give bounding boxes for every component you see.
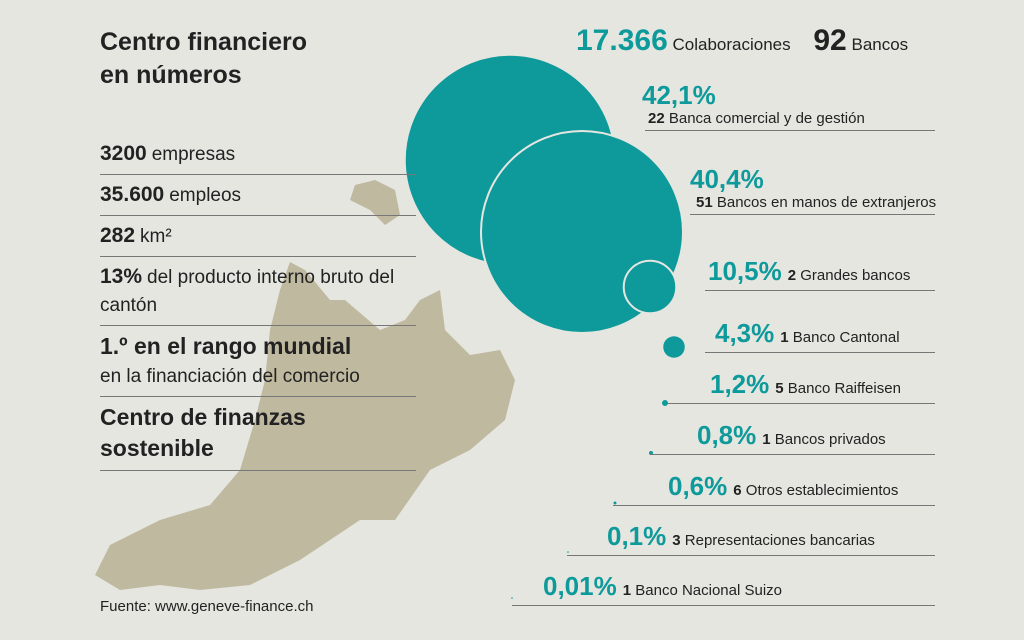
stat: 35.600 empleos bbox=[100, 175, 416, 216]
bank-circle bbox=[511, 597, 513, 599]
bank-count: 3 bbox=[672, 532, 681, 549]
banks-label: Bancos bbox=[851, 35, 909, 54]
bank-row: 40,4% 51 Bancos en manos de extranjeros bbox=[690, 164, 936, 211]
bank-name: Banco Nacional Suizo bbox=[635, 582, 783, 599]
row-line bbox=[613, 505, 935, 506]
title-line: Centro financiero bbox=[100, 28, 307, 56]
bank-desc: 1 Bancos privados bbox=[762, 431, 885, 448]
bank-percent: 0,01% bbox=[543, 571, 617, 601]
bank-count: 1 bbox=[762, 431, 771, 448]
title-line: en números bbox=[100, 61, 242, 89]
banks-total: 92 bbox=[813, 24, 847, 57]
map-enclave bbox=[350, 180, 400, 225]
stat: 1.º en el rango mundial en la financiació… bbox=[100, 326, 416, 397]
map bbox=[95, 262, 515, 590]
bank-circle bbox=[613, 501, 617, 505]
bank-name: Grandes bancos bbox=[800, 267, 911, 284]
stat-text: del producto interno bruto del cantón bbox=[100, 267, 395, 316]
bank-desc: 5 Banco Raiffeisen bbox=[775, 380, 901, 397]
bank-row: 1,2% 5 Banco Raiffeisen bbox=[710, 369, 901, 400]
row-line bbox=[645, 130, 935, 131]
bank-desc: 1 Banco Nacional Suizo bbox=[623, 582, 782, 599]
row-line bbox=[705, 290, 935, 291]
bank-desc: 2 Grandes bancos bbox=[788, 267, 911, 284]
bank-count: 2 bbox=[787, 267, 797, 284]
bank-percent: 10,5% bbox=[708, 256, 782, 286]
row-line bbox=[512, 605, 935, 606]
bank-count: 6 bbox=[733, 482, 742, 499]
bank-count: 1 bbox=[622, 582, 632, 599]
stat-text: km² bbox=[140, 226, 172, 247]
collaborations-label: Colaboraciones bbox=[672, 35, 791, 54]
stat-bold: 1.º en el rango mundial bbox=[100, 333, 352, 359]
bank-circle bbox=[567, 551, 569, 553]
stat: 3200 empresas bbox=[100, 134, 416, 175]
stat-bold: 13% bbox=[100, 265, 143, 288]
stat-text: empresas bbox=[151, 144, 236, 165]
row-line bbox=[567, 555, 935, 556]
row-line bbox=[650, 454, 935, 455]
bank-name: Representaciones bancarias bbox=[684, 532, 875, 549]
bank-row: 10,5% 2 Grandes bancos bbox=[708, 256, 910, 287]
bank-percent: 42,1% bbox=[642, 80, 716, 110]
bank-name: Bancos privados bbox=[774, 431, 886, 448]
bank-percent: 1,2% bbox=[710, 369, 770, 399]
row-line bbox=[690, 214, 935, 215]
bank-name: Banco Cantonal bbox=[792, 329, 900, 346]
bank-circle bbox=[663, 336, 685, 358]
row-line bbox=[705, 352, 935, 353]
stat-bold: 3200 bbox=[100, 142, 147, 165]
bank-count: 51 bbox=[696, 194, 713, 211]
stat-text: empleos bbox=[169, 185, 242, 206]
bank-desc: 3 Representaciones bancarias bbox=[672, 532, 875, 549]
bank-count: 22 bbox=[648, 110, 665, 127]
stat: 13% del producto interno bruto del cantón bbox=[100, 257, 416, 326]
bank-percent: 40,4% bbox=[690, 164, 764, 194]
bank-percent: 0,1% bbox=[607, 521, 667, 551]
bank-count: 5 bbox=[775, 380, 784, 397]
bank-desc: 22 Banca comercial y de gestión bbox=[648, 111, 865, 127]
bank-name: Banca comercial y de gestión bbox=[668, 110, 865, 127]
bank-row: 0,8% 1 Bancos privados bbox=[697, 420, 886, 451]
bank-count: 1 bbox=[780, 329, 789, 346]
bank-row: 0,6% 6 Otros establecimientos bbox=[668, 471, 898, 502]
source: Fuente: www.geneve-finance.ch bbox=[100, 598, 314, 615]
bank-row: 4,3% 1 Banco Cantonal bbox=[715, 318, 900, 349]
bank-row: 42,1% 22 Banca comercial y de gestión bbox=[642, 80, 865, 127]
bank-percent: 0,6% bbox=[668, 471, 728, 501]
top-stats: 17.366 Colaboraciones 92 Bancos bbox=[576, 24, 908, 58]
bank-percent: 4,3% bbox=[715, 318, 775, 348]
stat: 282 km² bbox=[100, 216, 416, 257]
bank-desc: 1 Banco Cantonal bbox=[780, 329, 899, 346]
bank-row: 0,01% 1 Banco Nacional Suizo bbox=[543, 571, 782, 602]
bank-circle bbox=[662, 400, 668, 406]
bank-percent: 0,8% bbox=[697, 420, 757, 450]
stat-text: en la financiación del comercio bbox=[100, 366, 360, 387]
bank-desc: 51 Bancos en manos de extranjeros bbox=[696, 195, 936, 211]
stat: Centro de finanzas sostenible bbox=[100, 397, 416, 471]
stat-bold: 35.600 bbox=[100, 183, 165, 206]
row-line bbox=[668, 403, 935, 404]
stats-list: 3200 empresas 35.600 empleos 282 km² 13% del pr… bbox=[100, 134, 416, 471]
title: Centro financiero en números bbox=[100, 26, 307, 92]
bank-desc: 6 Otros establecimientos bbox=[733, 482, 898, 499]
stat-bold: Centro de finanzas sostenible bbox=[100, 404, 306, 461]
bank-name: Banco Raiffeisen bbox=[787, 380, 901, 397]
bank-name: Otros establecimientos bbox=[745, 482, 899, 499]
bank-circle bbox=[622, 259, 678, 315]
bank-name: Bancos en manos de extranjeros bbox=[716, 194, 937, 211]
stat-bold: 282 bbox=[100, 224, 136, 247]
bank-row: 0,1% 3 Representaciones bancarias bbox=[607, 521, 875, 552]
collaborations: 17.366 bbox=[576, 24, 668, 57]
